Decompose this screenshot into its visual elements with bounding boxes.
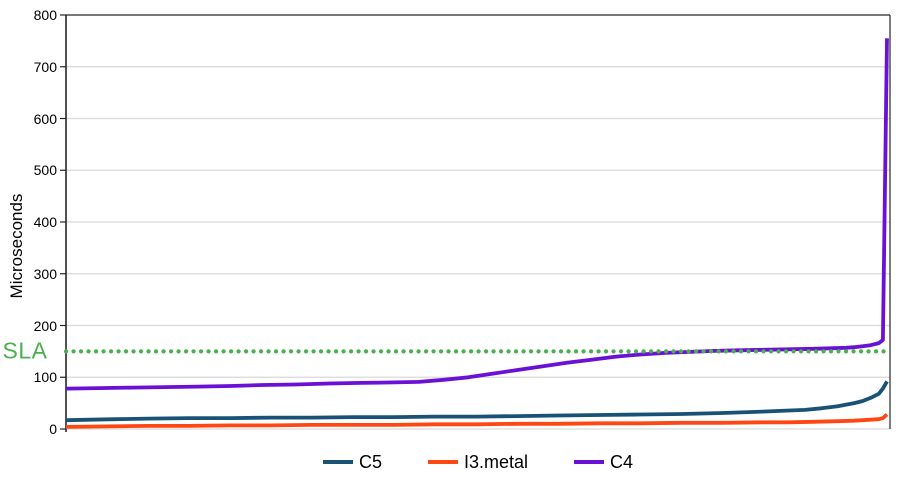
sla-label: SLA <box>2 337 48 364</box>
series-line-c5 <box>65 380 889 423</box>
y-tick-label-200: 200 <box>33 317 57 334</box>
legend-item-c5: C5 <box>322 451 382 473</box>
y-tick-label-300: 300 <box>33 265 57 282</box>
legend: C5 I3.metal C4 <box>66 448 890 476</box>
y-tick-label-400: 400 <box>33 214 57 230</box>
legend-item-i3metal: I3.metal <box>427 451 529 473</box>
c5-line-swatch <box>322 460 353 464</box>
series-line-c4 <box>65 38 889 391</box>
y-axis-title: Microseconds <box>7 193 26 299</box>
legend-item-c4: C4 <box>574 452 633 473</box>
c4-line-swatch <box>574 460 605 464</box>
series-line-i3metal <box>65 413 889 429</box>
y-tick-label-100: 100 <box>33 369 57 386</box>
i3metal-line-swatch <box>427 460 458 464</box>
y-tick-label-600: 600 <box>33 110 57 127</box>
i3metal-legend-label: I3.metal <box>463 451 529 472</box>
y-tick-label-0: 0 <box>49 421 57 437</box>
y-tick-label-500: 500 <box>33 162 57 179</box>
y-tick-label-800: 800 <box>33 7 57 23</box>
c5-legend-label: C5 <box>358 451 382 472</box>
y-tick-label-700: 700 <box>33 58 57 75</box>
c4-legend-label: C4 <box>610 451 634 472</box>
